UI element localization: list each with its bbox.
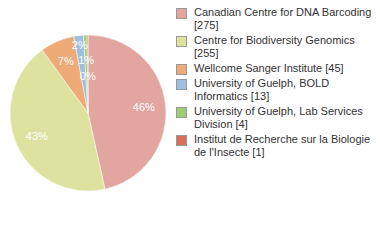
html-text:Institut de Recherche sur la B: Institut de Recherche sur la Biologie de… — [194, 133, 371, 158]
svg-text:46%: 46% — [133, 101, 155, 113]
svg-text:0%: 0% — [80, 70, 96, 82]
svg-text:7%: 7% — [58, 55, 74, 67]
svg-text:43%: 43% — [26, 130, 48, 142]
svg-text:1%: 1% — [78, 54, 94, 66]
html-text:Centre for Biodiversity Genomi: Centre for Biodiversity Genomics [255] — [194, 34, 355, 59]
svg-text:2%: 2% — [72, 39, 88, 51]
html-text:University of Guelph, Lab Serv: University of Guelph, Lab Services Divis… — [194, 105, 363, 130]
html-text:Canadian Centre for DNA Barcod: Canadian Centre for DNA Barcoding [275] — [194, 6, 372, 31]
html-text:Wellcome Sanger Institute [45]: Wellcome Sanger Institute [45] — [194, 62, 344, 74]
html-text:University of Guelph, BOLD Inf: University of Guelph, BOLD Informatics [… — [194, 77, 330, 102]
